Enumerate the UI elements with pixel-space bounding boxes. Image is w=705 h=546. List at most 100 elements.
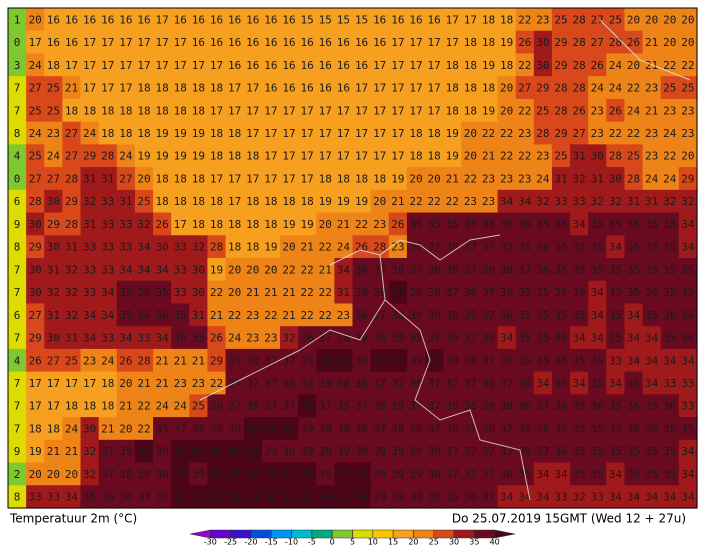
temperature-cell: [171, 212, 190, 236]
temperature-value: 35: [609, 422, 622, 435]
temperature-cell: [425, 53, 444, 77]
temperature-value: 41: [246, 491, 259, 504]
temperature-value: 35: [591, 354, 604, 367]
temperature-value: 30: [155, 241, 168, 254]
temperature-value: 26: [609, 104, 622, 117]
temperature-value: 20: [663, 13, 676, 26]
temperature-value: 35: [518, 241, 531, 254]
temperature-value: 0: [14, 36, 21, 49]
temperature-value: 25: [536, 104, 549, 117]
temperature-value: 34: [137, 241, 151, 254]
temperature-value: 35: [645, 400, 658, 413]
temperature-cell: [116, 258, 136, 282]
temperature-value: 37: [464, 468, 477, 481]
temperature-value: 35: [554, 263, 567, 276]
temperature-cell: [497, 235, 517, 259]
temperature-cell: [225, 30, 245, 55]
temperature-value: 21: [155, 377, 168, 390]
temperature-cell: [171, 98, 190, 123]
temperature-cell: [479, 121, 499, 145]
temperature-value: 35: [554, 241, 567, 254]
temperature-value: 35: [591, 422, 604, 435]
temperature-value: 33: [554, 491, 567, 504]
temperature-value: 34: [681, 218, 695, 231]
temperature-value: 36: [500, 354, 513, 367]
temperature-cell: [279, 280, 299, 305]
temperature-value: 16: [282, 36, 295, 49]
temperature-value: 29: [554, 36, 567, 49]
temperature-cell: [225, 8, 245, 32]
temperature-value: 17: [228, 172, 241, 185]
temperature-value: 18: [83, 104, 96, 117]
temperature-value: 25: [47, 82, 60, 95]
temperature-value: 25: [663, 82, 676, 95]
temperature-cell: [370, 303, 390, 327]
temperature-cell: [443, 167, 462, 191]
temperature-value: 18: [464, 104, 477, 117]
temperature-cell: [334, 8, 354, 32]
temperature-value: 36: [174, 332, 187, 345]
temperature-value: 39: [282, 445, 295, 458]
temperature-cell: [225, 144, 245, 168]
temperature-cell: [80, 121, 100, 145]
temperature-value: 40: [246, 422, 259, 435]
temperature-cell: [660, 326, 680, 350]
temperature-value: 41: [246, 445, 259, 458]
temperature-value: 39: [482, 400, 495, 413]
temperature-value: 23: [536, 13, 549, 26]
temperature-value: 35: [119, 286, 132, 299]
temperature-cell: [62, 8, 82, 32]
temperature-value: 39: [391, 332, 404, 345]
temperature-cell: [8, 235, 27, 259]
temperature-value: 17: [301, 172, 314, 185]
temperature-value: 17: [101, 82, 114, 95]
temperature-value: 28: [554, 104, 567, 117]
temperature-value: 35: [536, 309, 549, 322]
temperature-value: 36: [500, 286, 513, 299]
temperature-value: 29: [210, 354, 223, 367]
temperature-value: 18: [228, 150, 241, 163]
temperature-value: 20: [627, 13, 640, 26]
temperature-value: 16: [210, 13, 223, 26]
temperature-value: 17: [319, 104, 332, 117]
temperature-value: 22: [264, 309, 277, 322]
temperature-cell: [425, 8, 444, 32]
temperature-value: 35: [681, 422, 694, 435]
temperature-value: 33: [174, 286, 187, 299]
temperature-cell: [171, 258, 190, 282]
temperature-cell: [62, 144, 82, 168]
temperature-value: 40: [391, 286, 404, 299]
temperature-cell: [497, 167, 517, 191]
temperature-cell: [551, 167, 571, 191]
temperature-value: 33: [83, 263, 96, 276]
temperature-cell: [80, 53, 100, 77]
temperature-value: 18: [65, 104, 78, 117]
temperature-value: 36: [518, 400, 531, 413]
temperature-value: 31: [192, 309, 205, 322]
temperature-value: 17: [337, 104, 350, 117]
temperature-cell: [334, 53, 354, 77]
temperature-value: 18: [355, 172, 368, 185]
temperature-cell: [624, 326, 644, 350]
temperature-value: 17: [282, 127, 295, 140]
temperature-cell: [116, 8, 136, 32]
temperature-value: 35: [663, 332, 676, 345]
temperature-value: 16: [264, 59, 277, 72]
temperature-value: 38: [246, 354, 259, 367]
temperature-cell: [406, 303, 426, 327]
temperature-value: 41: [264, 422, 277, 435]
temperature-value: 35: [155, 286, 168, 299]
temperature-value: 37: [174, 422, 187, 435]
temperature-cell: [62, 167, 82, 191]
temperature-value: 37: [446, 286, 459, 299]
temperature-cell: [660, 303, 680, 327]
temperature-cell: [80, 212, 100, 236]
temperature-value: 20: [228, 263, 241, 276]
temperature-cell: [298, 30, 317, 55]
temperature-cell: [98, 348, 118, 373]
temperature-value: 21: [391, 195, 404, 208]
temperature-value: 17: [119, 82, 132, 95]
temperature-cell: [279, 326, 299, 350]
temperature-value: 31: [119, 195, 132, 208]
temperature-cell: [678, 8, 698, 32]
